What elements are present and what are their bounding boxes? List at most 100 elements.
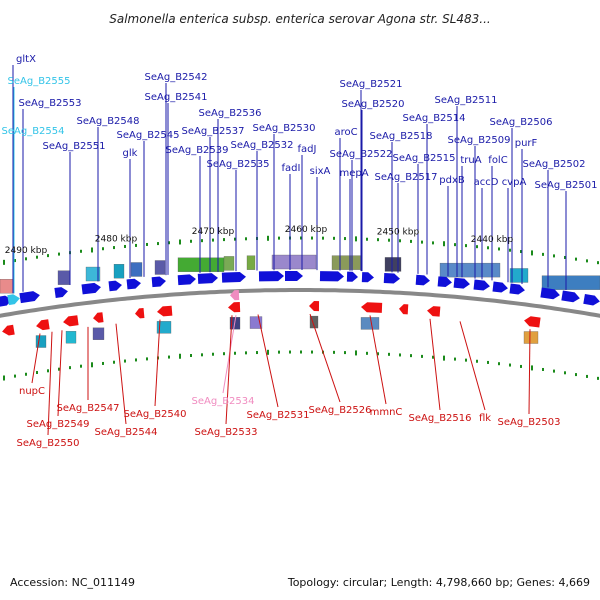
gene-arrow-reverse [228,302,241,313]
feature-box [130,262,143,277]
gene-label: SeAg_B2554 [2,126,65,137]
gene-label: SeAg_B2521 [340,79,403,90]
gene-label: SeAg_B2547 [57,403,120,414]
tick [201,353,203,357]
gene-label: SeAg_B2506 [490,117,553,128]
leader-line [115,323,127,425]
tick [322,236,324,240]
gene-label: SeAg_B2517 [375,172,438,183]
tick [223,238,225,242]
gene-label: SeAg_B2526 [309,405,372,416]
leader-line [459,321,486,411]
tick [300,236,302,240]
tick [190,354,192,358]
gene-label: folC [488,155,507,166]
tick [91,362,93,368]
tick [234,351,236,355]
gene-label: SeAg_B2539 [166,145,229,156]
tick [377,238,379,242]
tick [454,357,456,361]
gene-label: mepA [339,168,368,179]
tick [300,350,302,354]
tick [333,236,335,240]
tick [267,235,269,241]
gene-arrow-reverse [157,305,173,317]
feature-box [223,256,235,271]
tick [146,242,148,246]
tick [168,355,170,359]
gene-label: SeAg_B2511 [435,95,498,106]
feature-box [92,327,105,340]
tick [80,249,82,253]
tick [575,257,577,261]
tick [311,236,313,240]
reverse-genes [2,290,541,336]
tick [245,237,247,241]
tick [234,237,236,241]
tick [399,239,401,243]
tick [542,252,544,256]
gene-label: SeAg_B2540 [124,409,187,420]
leader-line [225,315,233,425]
tick [443,241,445,247]
gene-label: SeAg_B2515 [393,153,456,164]
feature-box [509,268,529,283]
gene-arrow-forward [19,291,40,304]
tick [509,363,511,367]
tick [25,257,27,261]
tick [476,359,478,363]
feature-box [523,331,539,344]
gene-arrow-forward [81,282,101,295]
gene-label: pdxB [439,175,465,186]
tick [179,239,181,245]
scale-label: 2490 kbp [5,246,48,256]
gene-arrow-forward [108,280,122,292]
gene-label: SeAg_B2518 [370,131,433,142]
tick [465,244,467,248]
tick [91,247,93,253]
gene-arrow-reverse [135,308,145,319]
gene-arrow-reverse [63,315,79,327]
gene-arrow-forward [346,271,358,282]
gene-arrow-forward [583,293,600,306]
tick [388,238,390,242]
gene-arrow-reverse [2,324,15,336]
gene-label: glk [123,148,138,159]
tick [113,246,115,250]
gene-label: SeAg_B2536 [199,108,262,119]
gene-label: SeAg_B2514 [403,113,466,124]
gene-label: accD [474,177,499,188]
leader-line [47,331,53,436]
gene-label: truA [460,155,481,166]
tick [366,237,368,241]
tick [586,259,588,263]
gene-label: SeAg_B2550 [17,438,80,449]
scale-label: 2470 kbp [192,227,235,237]
scale-label: 2450 kbp [377,228,420,238]
tick [454,243,456,247]
tick [80,364,82,368]
feature-box [0,279,15,294]
gene-label: SeAg_B2549 [27,419,90,430]
tick [333,350,335,354]
gene-label: SeAg_B2542 [145,72,208,83]
gene-label: SeAg_B2537 [182,126,245,137]
tick [377,352,379,356]
gene-label: SeAg_B2522 [330,149,393,160]
tick [190,239,192,243]
gene-arrow-reverse [524,316,541,328]
gene-label: SeAg_B2509 [448,135,511,146]
feature-box [154,260,166,275]
gene-label: aroC [334,127,357,138]
tick [157,242,159,246]
tick [421,354,423,358]
tick [542,367,544,371]
gene-label: SeAg_B2501 [535,180,598,191]
feature-tracks [0,254,600,348]
tick [575,373,577,377]
tick [564,371,566,375]
gene-label: gltX [16,54,36,65]
tick [311,350,313,354]
tick [366,351,368,355]
tick [135,358,137,362]
